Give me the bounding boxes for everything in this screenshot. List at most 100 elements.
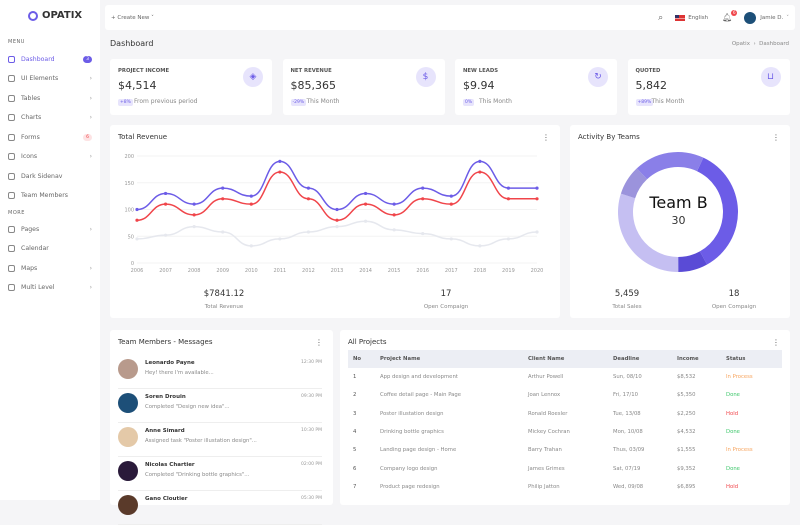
list-item[interactable]: Soren Drouin Completed "Design new idea".…: [118, 389, 322, 423]
sidebar-item-tables[interactable]: Tables ›: [8, 91, 92, 105]
stat-note: This Month: [651, 98, 685, 105]
language-select[interactable]: English: [688, 14, 709, 21]
stat-badge: -29%: [290, 99, 307, 106]
sidebar-item-label: Forms: [21, 133, 40, 141]
line-chart: 0 50 100 150 200 2006 2007 2008 2009 2010 2011 2012…: [124, 154, 544, 274]
table-cell: $4,532: [677, 429, 696, 436]
layers-icon: ◈: [243, 67, 263, 87]
column-header[interactable]: Client Name: [528, 350, 613, 368]
stat-value: $4,514: [118, 79, 157, 92]
table-row[interactable]: 7 Product page redesign Philip Jatton Wed, …: [348, 478, 782, 496]
message-time: 12:30 PM: [301, 360, 322, 365]
stat-card: QUOTED 5,842 +89% This Month ⊔: [627, 59, 790, 115]
chevron-right-icon: ›: [89, 264, 92, 272]
donut-slice[interactable]: [678, 251, 708, 272]
sidebar-item-dark-sidenav[interactable]: Dark Sidenav: [8, 169, 92, 183]
x-tick-label: 2020: [531, 268, 544, 274]
bell-icon[interactable]: 🔔︎ 6: [722, 10, 738, 22]
data-point: [506, 186, 511, 190]
sidebar-item-maps[interactable]: Maps ›: [8, 261, 92, 275]
column-header[interactable]: Status: [726, 350, 782, 368]
sidebar-item-label: Tables: [21, 94, 41, 102]
sidebar-item-charts[interactable]: Charts ›: [8, 111, 92, 125]
sidebar-item-calendar[interactable]: Calendar: [8, 242, 92, 256]
sidebar-item-icons[interactable]: Icons ›: [8, 150, 92, 164]
chevron-right-icon: ›: [89, 153, 92, 160]
logo[interactable]: OPATIX: [28, 10, 82, 21]
create-new-button[interactable]: + Create New ˅: [111, 14, 154, 21]
sidebar-item-label: Maps: [21, 264, 38, 272]
table-row[interactable]: 5 Landing page design - Home Barry Trahan T…: [348, 441, 782, 459]
table-row[interactable]: 1 App design and development Arthur Powell…: [348, 368, 782, 386]
column-header[interactable]: Deadline: [613, 350, 677, 368]
donut-chart: [618, 151, 738, 272]
y-tick-label: 100: [124, 208, 134, 214]
sidebar-item-team-members[interactable]: Team Members: [8, 189, 92, 203]
data-point: [163, 202, 168, 206]
column-header[interactable]: Income: [677, 350, 726, 368]
breadcrumb-item: Dashboard: [759, 41, 789, 47]
list-item[interactable]: Nicolas Chartier Completed "Drinking bott…: [118, 457, 322, 491]
table-cell: Hold: [726, 410, 739, 417]
column-header[interactable]: No: [348, 350, 380, 368]
us-flag-icon: [675, 14, 686, 21]
total-sales-label: Total Sales: [612, 304, 642, 310]
sidebar-item-label: Dashboard: [21, 55, 55, 63]
y-tick-label: 50: [128, 234, 134, 240]
messages-card: Team Members - Messages ⋮ Leonardo Payne…: [110, 330, 333, 525]
sidebar-item-dashboard[interactable]: Dashboard 3: [8, 52, 92, 66]
list-item[interactable]: Gano Cloutier 05:30 PM: [118, 491, 322, 525]
table-cell: Wed, 09/08: [613, 483, 644, 490]
donut-slice[interactable]: [618, 193, 679, 272]
multi-level-icon: [8, 284, 15, 291]
user-menu[interactable]: Jamie D.: [760, 14, 784, 21]
sidebar-item-forms[interactable]: Forms 6: [8, 130, 92, 144]
sidebar-item-label: Charts: [21, 114, 42, 121]
more-options-icon[interactable]: ⋮: [542, 133, 550, 142]
table-cell: Poster illustation design: [380, 410, 444, 417]
charts-icon: [8, 114, 15, 121]
stat-note: From previous period: [134, 98, 198, 105]
table-row[interactable]: 3 Poster illustation design Ronald Roesler…: [348, 405, 782, 423]
more-options-icon[interactable]: ⋮: [315, 338, 323, 347]
donut-slice[interactable]: [697, 157, 738, 265]
sidebar: OPATIX MENU Dashboard 3 UI Elements › Tables…: [0, 0, 100, 500]
table-cell: Sun, 08/10: [613, 374, 642, 381]
list-item[interactable]: Anne Simard Assigned task "Poster illusta…: [118, 423, 322, 457]
data-point: [306, 230, 311, 234]
table-cell: Mon, 10/08: [613, 429, 643, 436]
avatar: [118, 461, 138, 481]
data-point: [421, 197, 425, 201]
breadcrumb-item[interactable]: Opatix: [731, 41, 750, 47]
search-icon[interactable]: ⌕: [658, 12, 664, 23]
sidebar-item-pages[interactable]: Pages ›: [8, 222, 92, 236]
data-point: [535, 230, 539, 234]
data-point: [221, 230, 225, 234]
sidebar-item-ui-elements[interactable]: UI Elements ›: [8, 72, 92, 86]
avatar[interactable]: [744, 11, 757, 24]
stat-value: $85,365: [290, 79, 337, 92]
table-row[interactable]: 2 Coffee detail page - Main Page Joan Lenn…: [348, 386, 782, 404]
message-text: Completed "Drinking bottle graphics"...: [145, 472, 250, 478]
list-item[interactable]: Leonardo Payne Hey! there I'm available..…: [118, 355, 322, 389]
member-name: Gano Cloutier: [145, 496, 188, 502]
logo-icon: [28, 10, 38, 21]
dashboard-icon: [8, 55, 15, 63]
table-row[interactable]: 4 Drinking bottle graphics Mickey Cochran M…: [348, 423, 782, 441]
stat-badge: 0%: [463, 99, 475, 106]
sidebar-item-multi-level[interactable]: Multi Level ›: [8, 281, 92, 295]
donut-slice[interactable]: [620, 168, 648, 199]
more-options-icon[interactable]: ⋮: [772, 338, 780, 347]
more-options-icon[interactable]: ⋮: [772, 133, 780, 142]
table-cell: Arthur Powell: [528, 374, 564, 381]
donut-slice[interactable]: [636, 151, 704, 180]
chevron-right-icon: ›: [89, 94, 92, 102]
data-point: [335, 225, 339, 229]
table-cell: Thus, 03/09: [613, 447, 645, 454]
y-tick-label: 0: [131, 261, 134, 267]
open-campaign-value: 18: [728, 289, 740, 299]
column-header[interactable]: Project Name: [380, 350, 528, 368]
message-time: 09:30 PM: [301, 394, 322, 399]
card-title: Activity By Teams: [578, 133, 640, 141]
table-row[interactable]: 6 Company logo design James Grimes Sat, 07/…: [348, 459, 782, 477]
